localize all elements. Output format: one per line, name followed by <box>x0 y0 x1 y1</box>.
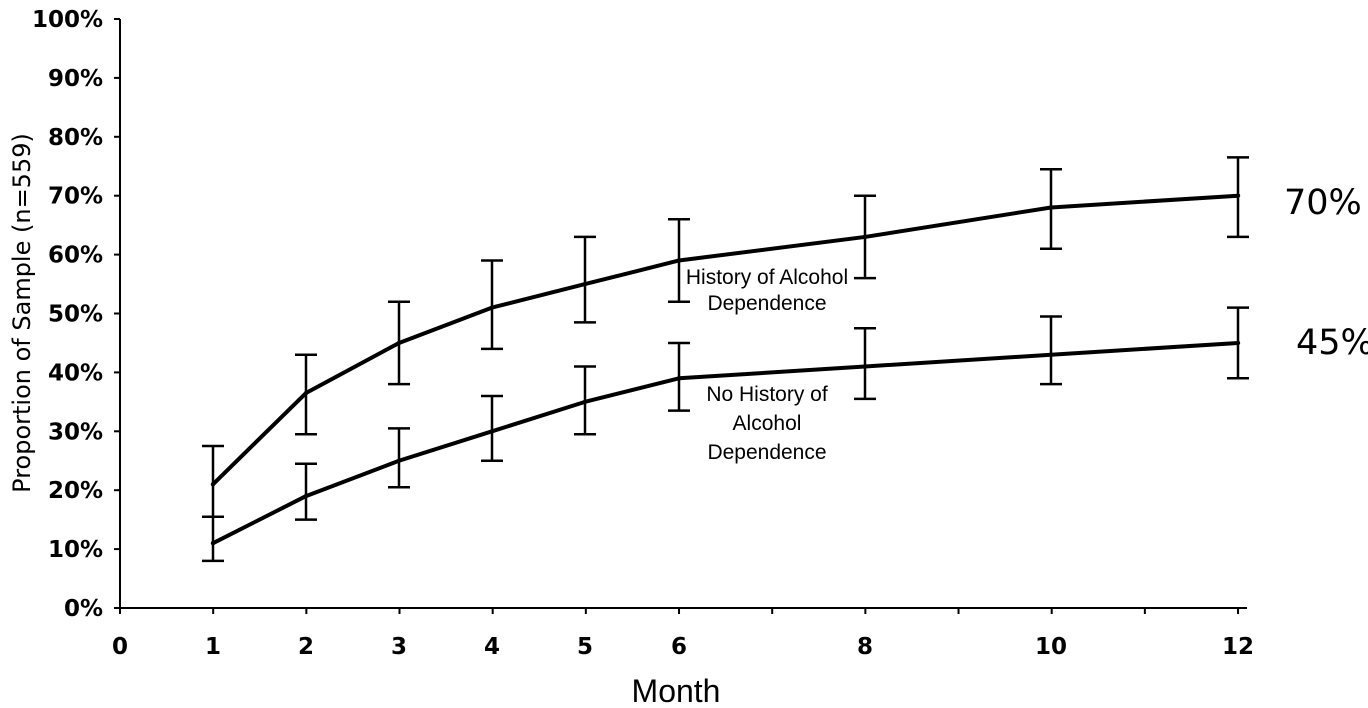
data-point <box>582 281 588 287</box>
data-point <box>862 364 868 369</box>
series-label: Alcohol <box>733 412 802 435</box>
x-tick-label: 2 <box>298 634 314 660</box>
data-point <box>676 376 682 381</box>
y-tick-label: 0% <box>64 596 103 622</box>
y-tick-label: 70% <box>48 184 103 210</box>
y-tick-label: 30% <box>48 419 103 445</box>
y-tick-label: 10% <box>48 537 103 563</box>
x-tick-label: 0 <box>112 634 128 660</box>
data-point <box>210 541 216 546</box>
data-point <box>1048 205 1054 210</box>
x-tick-label: 4 <box>484 634 500 660</box>
y-tick-label: 50% <box>48 302 103 328</box>
x-tick-label: 1 <box>205 634 221 660</box>
data-point <box>303 390 309 396</box>
end-value-label: 45% <box>1296 323 1368 363</box>
data-point <box>396 458 402 463</box>
x-tick-label: 3 <box>391 634 407 660</box>
series-1: History of Alcohol Dependence 70% <box>202 156 1362 518</box>
y-tick-label: 20% <box>48 478 103 504</box>
series-group: History of Alcohol Dependence 70% No Histor… <box>202 156 1368 563</box>
series-label: Dependence <box>707 441 826 464</box>
x-tick-label: 6 <box>671 634 687 660</box>
x-tick-label: 5 <box>577 634 593 660</box>
data-point <box>1235 193 1241 198</box>
x-axis-title: Month <box>632 673 721 708</box>
y-tick-label: 40% <box>48 360 103 386</box>
y-tick-label: 60% <box>48 243 103 269</box>
data-point <box>303 493 309 499</box>
series-2: No History of Alcohol Dependence 45% <box>202 306 1368 563</box>
data-point <box>489 429 495 434</box>
y-tick-label: 100% <box>32 7 103 33</box>
data-point <box>676 258 682 263</box>
data-point <box>582 399 588 405</box>
end-value-label: 70% <box>1284 183 1362 223</box>
axes <box>114 18 1247 614</box>
y-tick-label: 90% <box>48 66 103 92</box>
y-tick-label: 80% <box>48 125 103 151</box>
data-point <box>396 340 402 346</box>
data-point <box>489 305 495 310</box>
data-point <box>862 234 868 240</box>
data-point <box>210 482 216 487</box>
series-label: History of Alcohol <box>686 266 848 289</box>
x-tick-label: 10 <box>1035 634 1067 660</box>
x-tick-label: 8 <box>857 634 873 660</box>
series-label: Dependence <box>707 292 826 315</box>
tick-labels: 0%10%20%30%40%50%60%70%80%90%100%0 1 2 3 4 5 6… <box>32 7 1254 660</box>
x-tick-label: 12 <box>1222 634 1254 660</box>
data-point <box>1048 352 1054 357</box>
series-label: No History of <box>706 383 828 406</box>
y-axis-title: Proportion of Sample (n=559) <box>8 133 36 493</box>
data-point <box>1235 340 1241 346</box>
